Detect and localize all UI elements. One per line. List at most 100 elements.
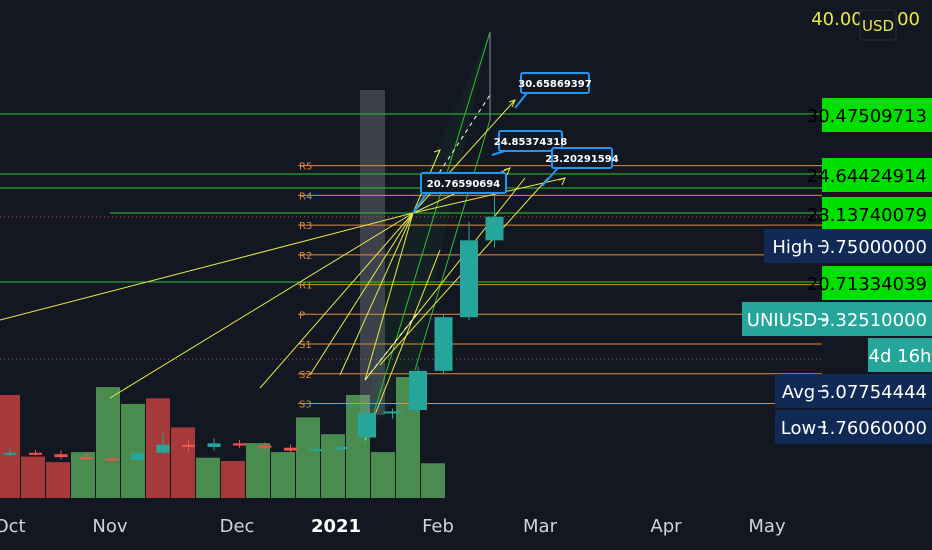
candle-body — [485, 216, 504, 241]
volume-bar — [46, 462, 70, 498]
projection-area — [360, 90, 385, 415]
projection-line — [364, 249, 441, 441]
volume-bar — [21, 456, 45, 498]
price-badge-value: 20.71334039 — [807, 274, 927, 295]
candle-body — [335, 446, 348, 450]
price-badge-prefix-bg — [775, 374, 822, 408]
channel-line — [414, 119, 491, 371]
candle-body — [3, 452, 17, 455]
callout-box[interactable] — [498, 130, 563, 152]
pivot-label: R5 — [299, 162, 312, 173]
pivot-label: S1 — [299, 340, 312, 351]
candle-body — [105, 458, 119, 461]
pivot-label: S3 — [299, 399, 312, 410]
x-axis-label: Apr — [650, 516, 682, 537]
candle-body — [156, 444, 170, 453]
pivot-label: R2 — [299, 251, 312, 262]
callout-pointer — [514, 92, 528, 109]
price-badge-value: 30.47509713 — [807, 106, 927, 127]
price-badge — [822, 158, 932, 192]
fan-line — [259, 212, 414, 389]
callout-box[interactable] — [551, 147, 613, 169]
x-axis-label: Feb — [422, 516, 454, 537]
price-badge-prefix: Avg — [782, 382, 815, 403]
currency-button[interactable] — [859, 9, 897, 41]
price-badge — [822, 410, 932, 444]
callout-value: 23.20291594 — [545, 154, 618, 165]
price-badge-prefix-bg — [764, 229, 822, 263]
callout-pointer — [541, 167, 559, 187]
candle-body — [182, 444, 195, 447]
volume-bar — [0, 394, 20, 498]
fan-line — [339, 212, 414, 376]
candle-body — [284, 447, 297, 451]
fan-target-line — [412, 99, 516, 214]
callout-box[interactable] — [520, 72, 590, 94]
candle-body — [54, 454, 68, 458]
candle-body — [434, 317, 453, 371]
fan-line — [109, 212, 414, 399]
price-badge-prefix-bg — [775, 410, 822, 444]
fan-line — [0, 212, 414, 321]
callout-box[interactable] — [420, 172, 507, 194]
price-badge-value: 6.07754444 — [818, 382, 927, 403]
countdown-text: 4d 16h — [869, 346, 932, 367]
countdown-badge — [868, 338, 932, 372]
fan-arrowhead — [508, 99, 516, 108]
callout-pointer — [412, 192, 428, 214]
x-axis-label: 2021 — [311, 516, 361, 537]
x-axis-label: Mar — [523, 516, 558, 537]
candle-body — [460, 240, 478, 318]
volume-bar — [196, 457, 220, 498]
price-badge — [822, 197, 932, 231]
volume-bar — [96, 387, 120, 498]
pivot-label: R1 — [299, 281, 312, 292]
candle-body — [258, 445, 272, 448]
volume-bar — [271, 452, 295, 498]
pivot-label: R4 — [299, 191, 312, 202]
fan-target-line — [412, 177, 566, 214]
price-badge-prefix: Low — [781, 418, 816, 439]
fan-line — [309, 212, 414, 376]
price-badge — [822, 98, 932, 132]
callout-value: 24.85374318 — [494, 137, 567, 148]
x-axis-label: Oct — [0, 516, 26, 537]
fan-arrowhead — [433, 149, 441, 158]
price-badge — [822, 302, 932, 336]
volume-bar — [346, 394, 370, 498]
price-badge-value: 23.13740079 — [807, 205, 927, 226]
candle-body — [309, 449, 323, 452]
volume-bar — [71, 452, 95, 498]
volume-bar — [371, 452, 395, 498]
price-badge-value: 1.76060000 — [818, 418, 927, 439]
candle-body — [409, 370, 427, 410]
projection-dashed-line — [364, 309, 421, 381]
volume-bar — [296, 417, 320, 498]
volume-bar — [221, 461, 245, 498]
price-badge-value: 19.32510000 — [807, 310, 927, 331]
candle-body — [233, 443, 246, 446]
candle-body — [383, 411, 402, 414]
price-badge — [822, 229, 932, 263]
fan-arrowhead — [558, 177, 566, 186]
fan-line — [364, 212, 414, 381]
price-badge-value: 24.64424914 — [807, 166, 927, 187]
fan-arrowhead — [503, 167, 511, 176]
pivot-label: S2 — [299, 370, 312, 381]
volume-bar — [421, 463, 445, 498]
pivot-label: P — [299, 310, 305, 321]
volume-bar — [171, 427, 195, 498]
price-badge-prefix: UNIUSD — [747, 310, 817, 331]
price-badge-value: 20.75000000 — [807, 237, 927, 258]
candle-body — [131, 452, 144, 461]
price-badge — [822, 374, 932, 408]
volume-bar — [246, 443, 270, 498]
currency-label: USD — [862, 17, 894, 35]
channel-line — [363, 31, 491, 446]
candle-body — [358, 412, 376, 438]
volume-bar — [321, 434, 345, 498]
x-axis-label: Dec — [220, 516, 255, 537]
x-axis-label: May — [748, 516, 786, 537]
